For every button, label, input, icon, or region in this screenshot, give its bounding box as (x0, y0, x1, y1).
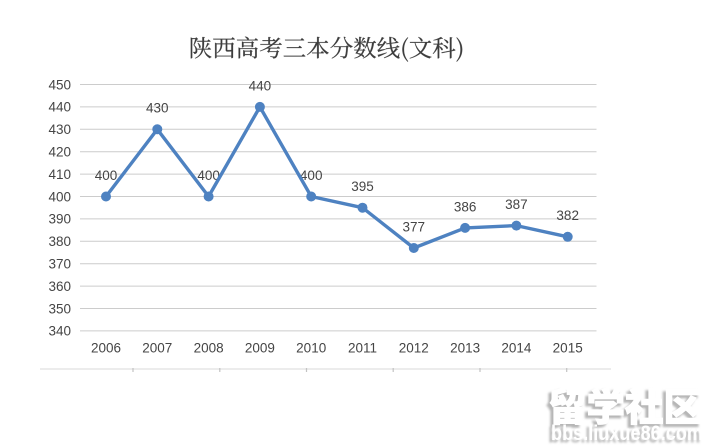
svg-text:2007: 2007 (142, 341, 172, 356)
svg-text:2008: 2008 (194, 341, 224, 356)
svg-text:380: 380 (48, 234, 71, 249)
svg-text:395: 395 (351, 179, 374, 194)
svg-text:430: 430 (48, 122, 71, 137)
svg-text:440: 440 (48, 100, 71, 115)
svg-text:400: 400 (197, 168, 220, 183)
svg-text:387: 387 (505, 197, 528, 212)
svg-text:400: 400 (95, 168, 118, 183)
svg-text:410: 410 (48, 167, 71, 182)
svg-text:382: 382 (556, 208, 579, 223)
svg-text:350: 350 (48, 301, 71, 316)
svg-text:400: 400 (300, 168, 323, 183)
svg-text:2015: 2015 (553, 341, 583, 356)
svg-text:377: 377 (403, 219, 426, 234)
svg-text:bbs.liuxue86.com: bbs.liuxue86.com (548, 425, 700, 447)
svg-text:2013: 2013 (450, 341, 480, 356)
svg-text:2014: 2014 (501, 341, 532, 356)
svg-text:430: 430 (146, 101, 169, 116)
svg-text:370: 370 (48, 257, 71, 272)
svg-text:2012: 2012 (399, 341, 429, 356)
svg-text:400: 400 (48, 189, 71, 204)
svg-text:2010: 2010 (296, 341, 326, 356)
svg-text:440: 440 (249, 78, 272, 93)
svg-text:420: 420 (48, 145, 71, 160)
svg-text:450: 450 (48, 77, 71, 92)
svg-text:360: 360 (48, 279, 71, 294)
svg-text:386: 386 (454, 199, 477, 214)
svg-text:2006: 2006 (91, 341, 121, 356)
svg-text:340: 340 (48, 324, 71, 339)
svg-text:2009: 2009 (245, 341, 275, 356)
svg-text:bbs.liuxue86.com: bbs.liuxue86.com (551, 422, 703, 445)
svg-text:390: 390 (48, 212, 71, 227)
svg-text:2011: 2011 (348, 341, 377, 356)
